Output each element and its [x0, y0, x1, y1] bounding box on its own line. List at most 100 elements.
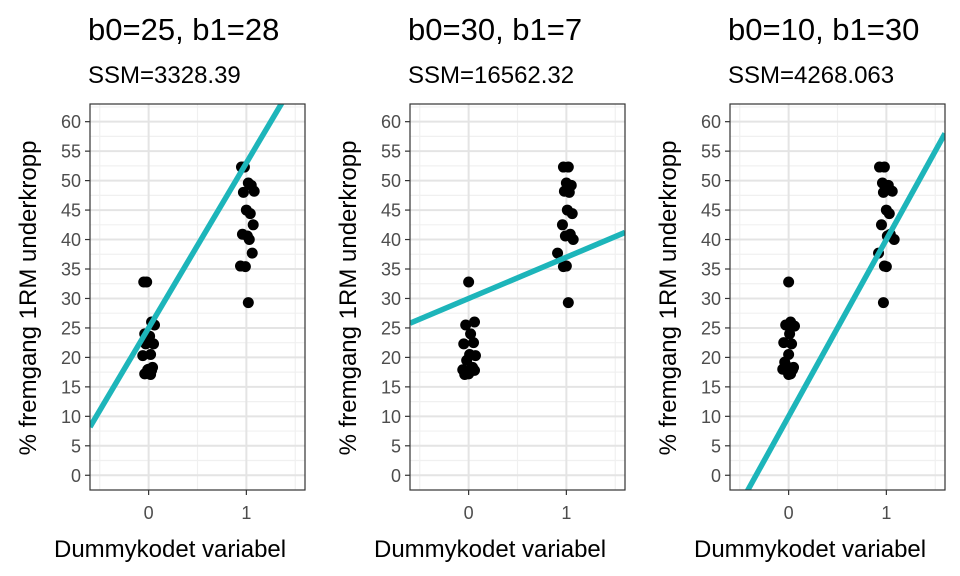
data-point	[877, 297, 889, 309]
y-tick-label: 0	[71, 466, 81, 486]
y-axis-label: % fremgang 1RM underkropp	[335, 141, 362, 456]
data-point	[883, 208, 895, 220]
y-tick-label: 45	[381, 201, 401, 221]
x-tick-label: 0	[464, 503, 474, 523]
data-point	[783, 276, 795, 288]
data-point	[780, 319, 792, 331]
y-tick-label: 40	[381, 230, 401, 250]
data-point	[141, 276, 153, 288]
chart-panel-2: b0=30, b1=7 SSM=16562.32 % fremgang 1RM …	[335, 12, 626, 563]
data-point	[248, 185, 260, 197]
panel-subtitle: SSM=4268.063	[728, 62, 894, 89]
data-point	[468, 337, 480, 349]
y-tick-label: 35	[381, 260, 401, 280]
data-point	[556, 219, 568, 231]
data-point	[779, 356, 791, 368]
y-tick-label: 10	[381, 407, 401, 427]
y-tick-label: 5	[711, 436, 721, 456]
data-point	[786, 338, 798, 350]
y-tick-label: 15	[381, 377, 401, 397]
data-point	[244, 208, 256, 220]
data-point	[242, 297, 254, 309]
y-tick-label: 50	[701, 171, 721, 191]
data-point	[243, 234, 255, 246]
y-tick-label: 40	[61, 230, 81, 250]
x-tick-label: 0	[784, 503, 794, 523]
data-point	[460, 319, 472, 331]
data-point	[552, 247, 564, 259]
x-axis-label: Dummykodet variabel	[54, 536, 286, 563]
data-point	[458, 338, 470, 350]
panel-title: b0=10, b1=30	[728, 12, 919, 47]
y-tick-label: 60	[61, 112, 81, 132]
panel-title: b0=30, b1=7	[408, 12, 582, 47]
data-point	[566, 208, 578, 220]
data-point	[239, 261, 251, 273]
data-point	[148, 338, 160, 350]
data-point	[237, 186, 249, 198]
data-point	[469, 316, 480, 328]
panel-title: b0=25, b1=28	[88, 12, 279, 47]
regression-line	[90, 104, 285, 429]
data-point	[562, 297, 574, 309]
panel-border	[729, 103, 946, 491]
y-tick-label: 35	[61, 260, 81, 280]
y-tick-label: 50	[381, 171, 401, 191]
chart-panel-3: b0=10, b1=30 SSM=4268.063 % fremgang 1RM…	[655, 12, 946, 563]
y-tick-label: 10	[701, 407, 721, 427]
y-tick-label: 5	[391, 436, 401, 456]
y-tick-label: 60	[701, 112, 721, 132]
data-point	[557, 261, 569, 273]
data-point	[247, 219, 259, 231]
panel-subtitle: SSM=16562.32	[408, 62, 574, 89]
data-point	[465, 328, 477, 340]
x-axis-label: Dummykodet variabel	[694, 536, 926, 563]
data-point	[469, 350, 481, 362]
data-point	[878, 161, 890, 173]
data-point	[880, 261, 892, 273]
regression-line	[744, 132, 945, 490]
data-point	[145, 368, 157, 380]
y-tick-label: 40	[701, 230, 721, 250]
y-tick-label: 35	[701, 260, 721, 280]
y-tick-label: 25	[61, 318, 81, 338]
x-tick-label: 0	[144, 503, 154, 523]
y-tick-label: 0	[391, 466, 401, 486]
y-tick-label: 30	[701, 289, 721, 309]
y-tick-label: 25	[381, 318, 401, 338]
y-tick-label: 25	[701, 318, 721, 338]
data-point	[877, 186, 889, 198]
y-tick-label: 45	[61, 201, 81, 221]
y-axis-label: % fremgang 1RM underkropp	[655, 141, 682, 456]
x-tick-label: 1	[241, 503, 251, 523]
panel-border	[409, 103, 626, 491]
y-tick-label: 55	[701, 142, 721, 162]
y-tick-label: 5	[71, 436, 81, 456]
data-point	[784, 328, 796, 340]
y-tick-label: 20	[61, 348, 81, 368]
y-axis-label: % fremgang 1RM underkropp	[15, 141, 42, 456]
data-point	[888, 234, 900, 246]
y-tick-label: 55	[381, 142, 401, 162]
y-tick-label: 0	[711, 466, 721, 486]
data-point	[463, 276, 475, 288]
panel-border	[89, 103, 306, 491]
y-tick-label: 15	[61, 377, 81, 397]
y-tick-label: 30	[381, 289, 401, 309]
data-point	[465, 364, 477, 376]
data-point	[246, 247, 258, 259]
y-tick-label: 55	[61, 142, 81, 162]
y-tick-label: 10	[61, 407, 81, 427]
y-tick-label: 20	[701, 348, 721, 368]
chart-panel-1: b0=25, b1=28 SSM=3328.39 % fremgang 1RM …	[15, 12, 306, 563]
data-point	[783, 368, 795, 380]
data-point	[137, 350, 149, 362]
y-tick-label: 30	[61, 289, 81, 309]
data-point	[875, 219, 887, 231]
y-tick-label: 15	[701, 377, 721, 397]
x-tick-label: 1	[561, 503, 571, 523]
data-point	[562, 161, 574, 173]
panel-subtitle: SSM=3328.39	[88, 62, 241, 89]
x-tick-label: 1	[881, 503, 891, 523]
